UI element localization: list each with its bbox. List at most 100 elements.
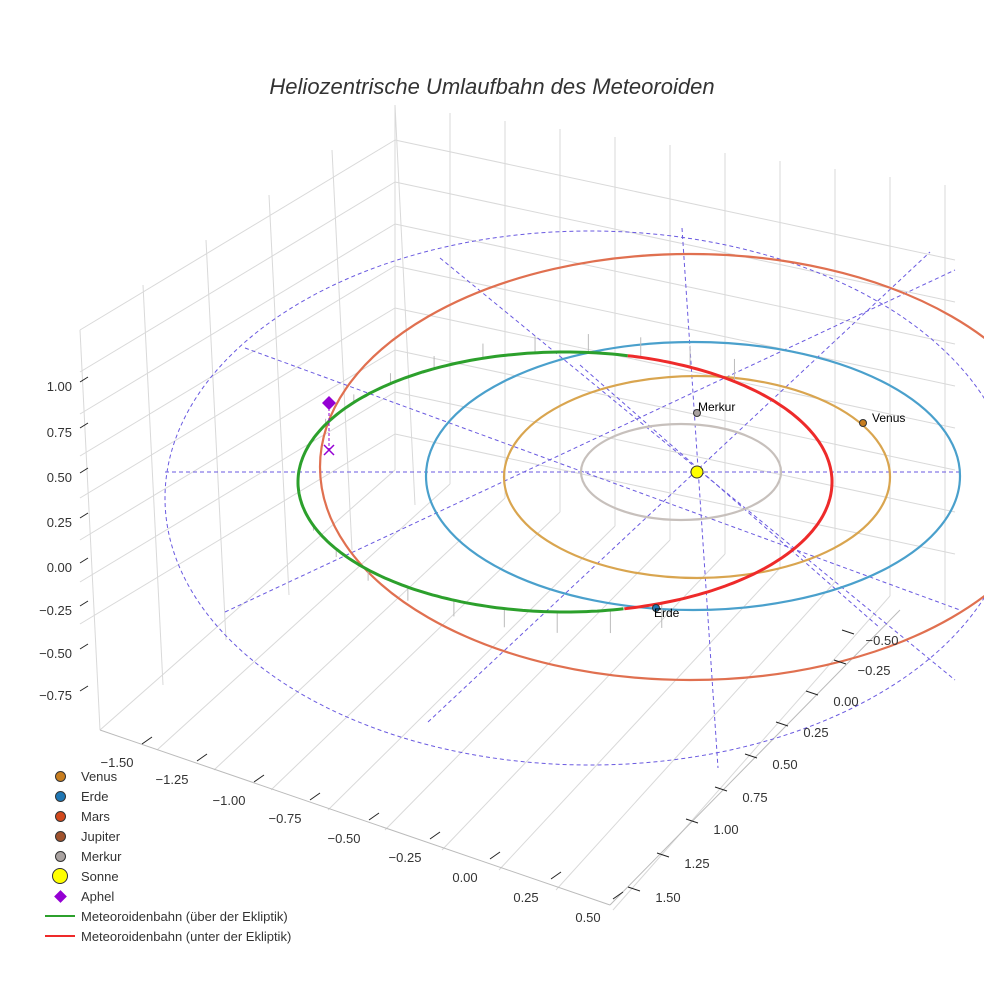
legend-item: Sonne [40,866,291,886]
grid-line [612,595,891,911]
grid-line [394,433,956,555]
legend-item: Mars [40,806,291,826]
meteoroid-orbit-below [624,354,834,611]
x-tick-label: −0.50 [328,831,361,846]
y-tick-label: 1.25 [684,856,709,871]
planet-label-venus: Venus [872,411,905,425]
y-tick-mark [805,690,819,696]
erde-orbit [424,340,962,612]
legend: Venus Erde Mars Jupiter Merkur Sonne Aphel Mete… [40,766,291,946]
grid-line [394,349,956,471]
y-tick-mark [656,852,670,858]
grid-line [270,511,561,791]
legend-item: Venus [40,766,291,786]
y-tick-label: 1.50 [655,890,680,905]
legend-symbol [40,790,80,802]
grid-line [142,284,164,686]
y-tick-mark [744,753,758,759]
grid-line [79,139,396,331]
ecliptic-ray [579,364,881,629]
grid-line [213,497,506,771]
legend-symbol [40,770,80,782]
grid-line [79,433,396,625]
grid-line [394,181,956,303]
grid-line [394,307,956,429]
ecliptic-ray [681,227,719,769]
grid-line [394,104,416,506]
x-tick-label: −0.25 [389,850,422,865]
z-tick-label: 1.00 [47,379,72,394]
grid-line [79,265,396,457]
grid-line [331,149,353,551]
merkur-marker [693,409,701,417]
y-tick-label: −0.50 [866,633,899,648]
legend-label: Jupiter [81,828,121,844]
legend-label: Meteoroidenbahn (unter der Ekliptik) [81,928,292,944]
legend-label: Mars [81,808,110,824]
grid-line [205,239,227,641]
x-tick-mark [489,851,501,860]
planet-label-merkur: Merkur [698,400,735,414]
legend-item: Aphel [40,886,291,906]
z-tick-label: −0.75 [39,688,72,703]
planet-label-erde: Erde [654,606,680,620]
y-tick-label: −0.25 [858,663,891,678]
z-tick-mark [79,512,89,519]
x-tick-label: −1.25 [156,772,189,787]
venus-orbit [502,374,892,580]
z-tick-label: −0.50 [39,646,72,661]
z-tick-mark [79,685,89,692]
z-tick-mark [79,557,89,564]
legend-label: Merkur [81,848,122,864]
y-tick-label: 0.25 [803,725,828,740]
x-tick-label: 0.50 [575,910,600,925]
grid-line [394,265,956,387]
grid-line [79,349,396,541]
meteoroid-orbit-above [296,350,628,614]
erde-marker [652,604,660,612]
legend-label: Meteoroidenbahn (über der Ekliptik) [81,908,288,924]
y-tick-mark [775,721,789,727]
y-tick-label: 0.75 [742,790,767,805]
grid-line [384,539,671,831]
legend-symbol [40,810,80,822]
z-tick-mark [79,422,89,429]
x-tick-mark [141,736,153,745]
x-tick-mark [612,891,624,900]
legend-item: Jupiter [40,826,291,846]
legend-symbol [40,915,80,917]
grid-line [555,581,836,891]
grid-line [99,469,396,731]
aphel-projection-marker [323,444,335,456]
grid-line [79,181,396,373]
legend-item: Meteoroidenbahn (über der Ekliptik) [40,906,291,926]
legend-label: Sonne [81,868,119,884]
x-tick-mark [253,774,265,783]
merkur-orbit [579,422,783,522]
x-tick-label: −1.50 [101,755,134,770]
legend-label: Aphel [81,888,115,904]
aphel-marker [322,396,336,410]
y-tick-mark [833,659,847,665]
x-tick-mark [550,871,562,880]
x-tick-mark [429,831,441,840]
grid-line [79,391,396,583]
venus-marker [859,419,867,427]
legend-label: Erde [81,788,109,804]
grid-line [327,525,616,811]
grid-line [394,391,956,513]
grid-line [79,307,396,499]
legend-symbol [40,850,80,862]
z-tick-label: 0.50 [47,470,72,485]
y-tick-mark [714,786,728,792]
x-tick-mark [309,792,321,801]
z-tick-mark [79,467,89,474]
z-tick-mark [79,376,89,383]
legend-symbol [40,830,80,842]
legend-item: Erde [40,786,291,806]
z-tick-mark [79,643,89,650]
grid-line [394,139,956,261]
z-tick-label: −0.25 [39,603,72,618]
